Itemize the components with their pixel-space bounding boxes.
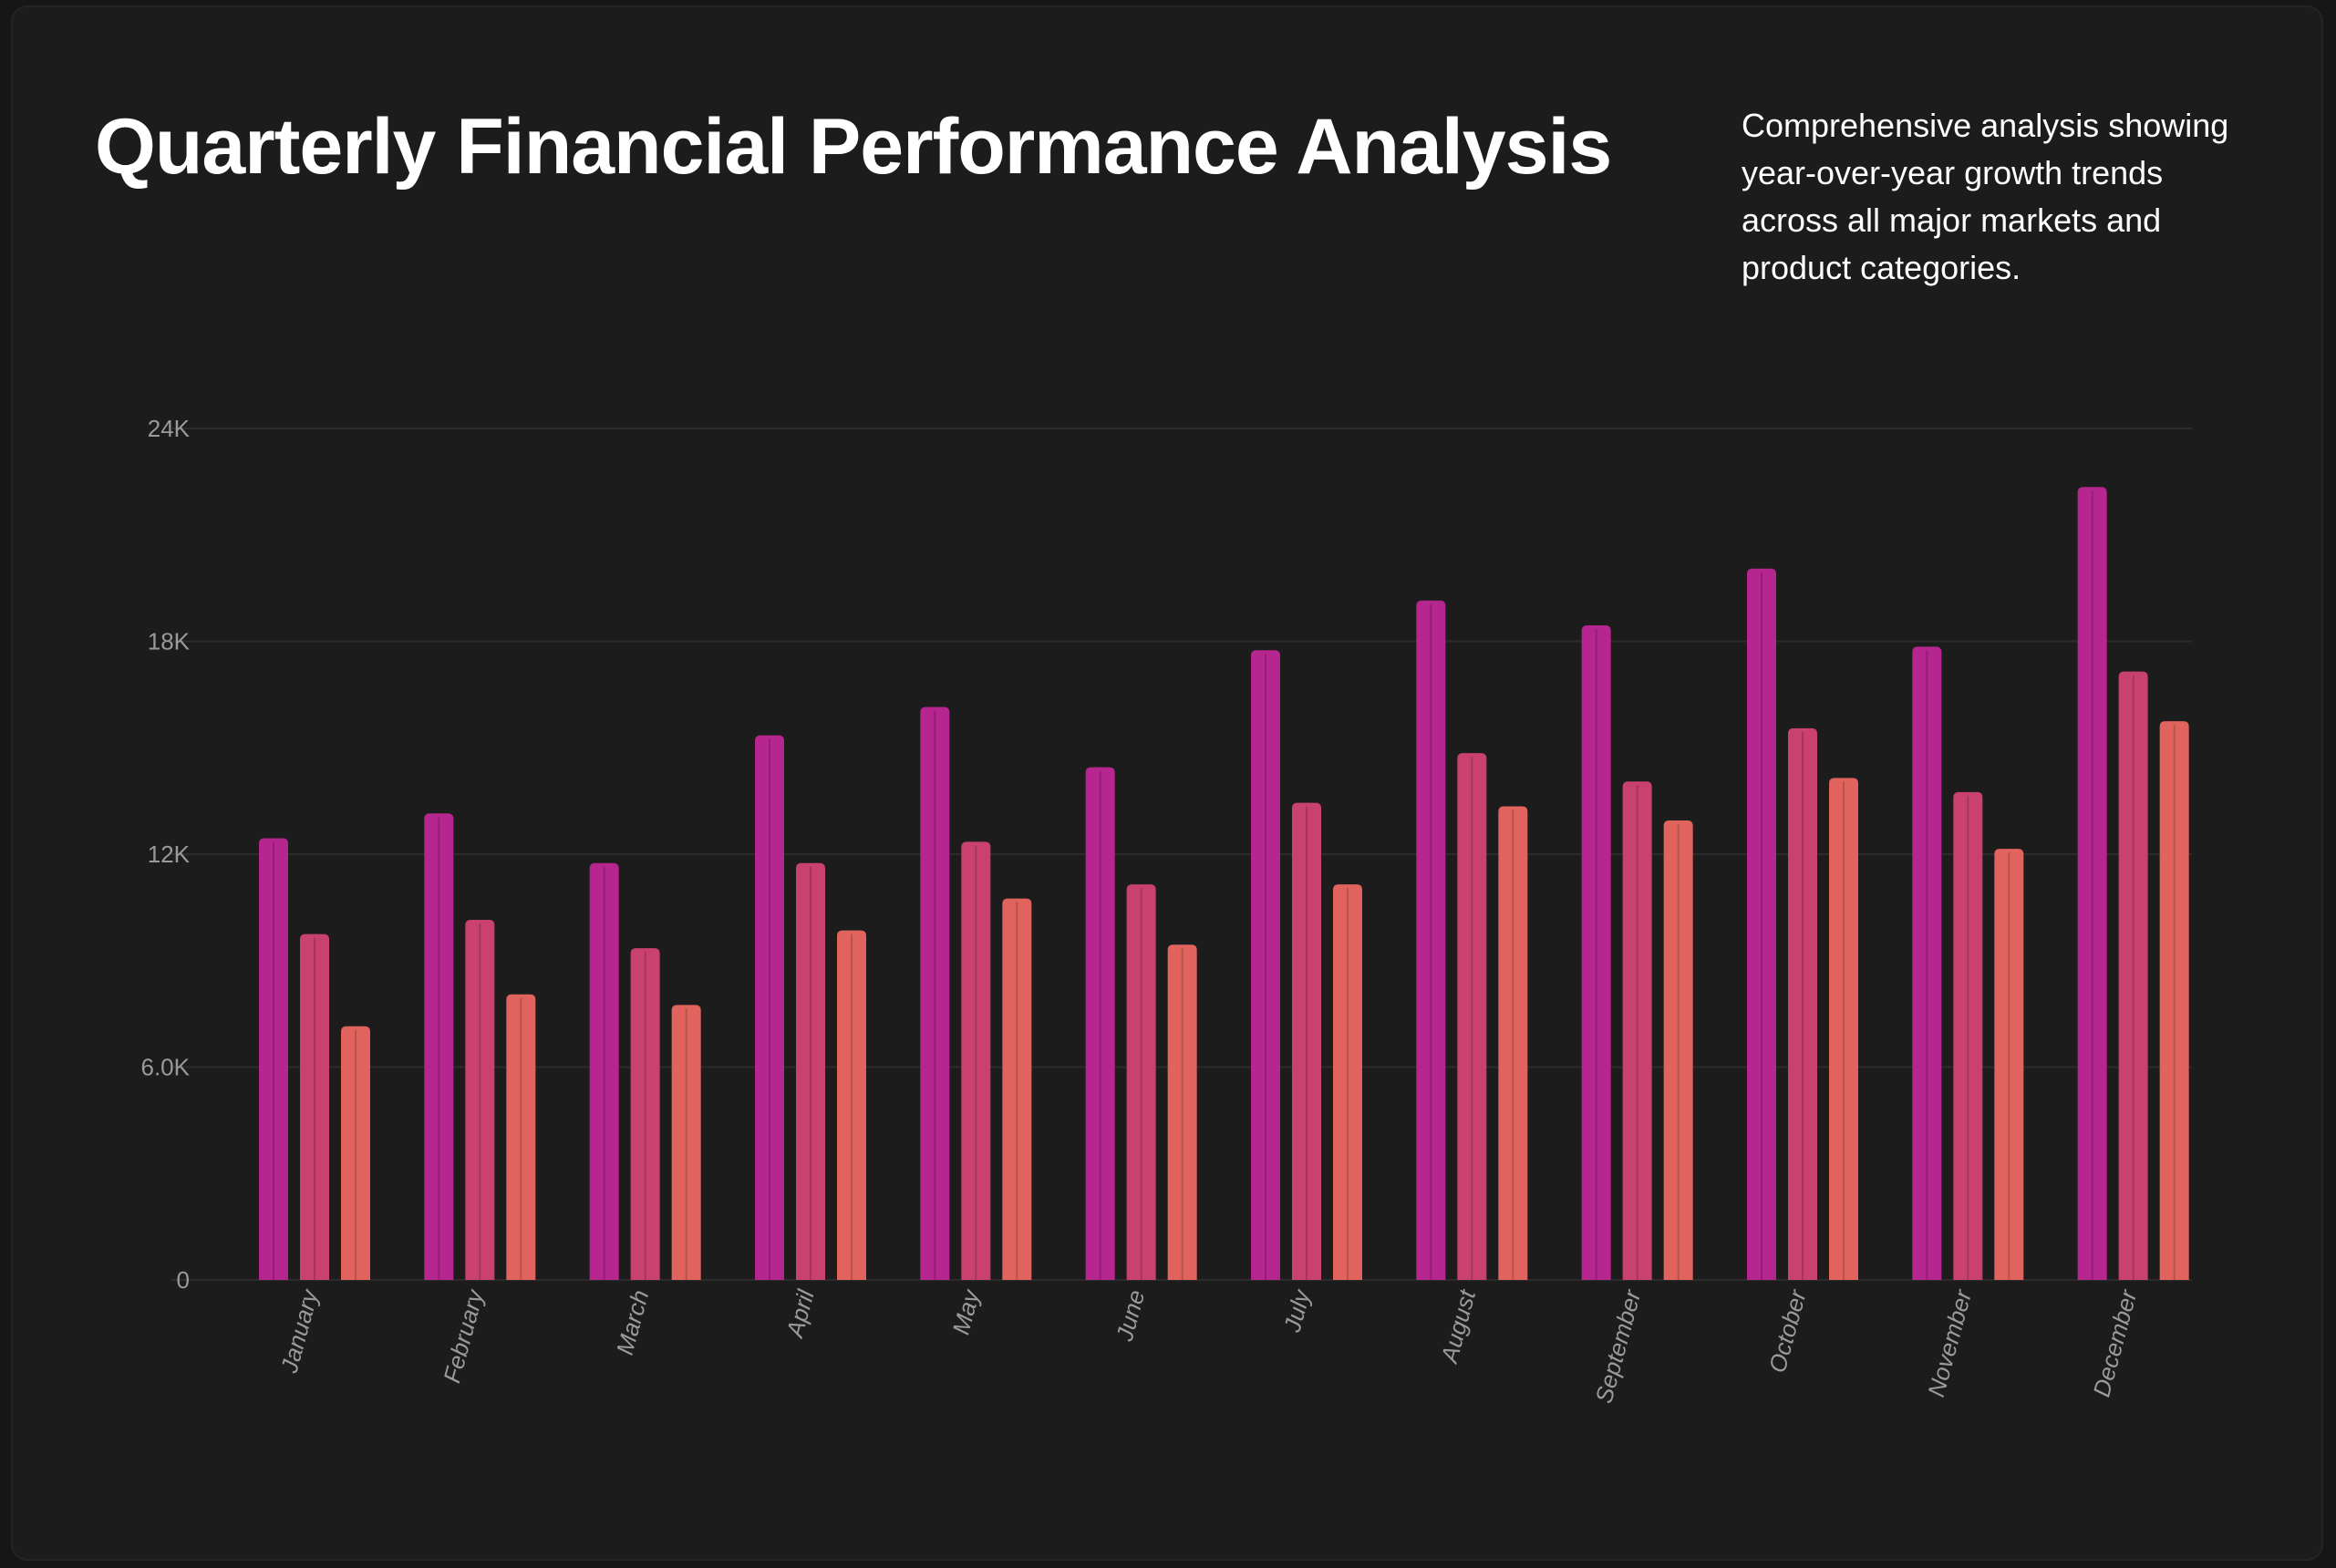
x-tick-label: February xyxy=(438,1285,489,1386)
x-axis-ticks: January February March April May June July Augu… xyxy=(275,1285,2143,1407)
bar xyxy=(506,994,536,1280)
bar xyxy=(1333,884,1362,1280)
bar xyxy=(259,838,288,1280)
bar xyxy=(1829,778,1858,1280)
x-tick-label: March xyxy=(611,1287,655,1358)
bar xyxy=(1085,767,1115,1280)
bar xyxy=(1581,624,1611,1280)
bar xyxy=(1994,849,2024,1280)
y-tick-label: 18K xyxy=(148,628,191,655)
y-tick-label: 6.0K xyxy=(141,1054,191,1081)
bar xyxy=(1747,568,1776,1280)
x-tick-label: June xyxy=(1111,1287,1151,1345)
x-tick-label: July xyxy=(1278,1285,1317,1336)
bar xyxy=(920,707,950,1280)
bars xyxy=(259,487,2189,1280)
bar xyxy=(1292,802,1321,1280)
bar xyxy=(424,813,454,1280)
bar xyxy=(630,948,660,1280)
chart-title: Quarterly Financial Performance Analysis xyxy=(95,103,1612,191)
x-tick-label: August xyxy=(1435,1285,1482,1367)
bar xyxy=(589,862,619,1280)
y-tick-label: 0 xyxy=(177,1266,190,1294)
bar xyxy=(1498,806,1528,1280)
bar xyxy=(2077,487,2107,1280)
bar xyxy=(1002,898,1032,1280)
bar xyxy=(1126,884,1156,1280)
bar xyxy=(1251,650,1280,1280)
x-tick-label: October xyxy=(1763,1286,1812,1376)
bar xyxy=(1167,944,1197,1280)
bar xyxy=(465,919,495,1280)
x-tick-label: September xyxy=(1590,1285,1647,1406)
bar xyxy=(837,930,866,1280)
x-tick-label: April xyxy=(780,1286,820,1342)
bar xyxy=(341,1026,370,1280)
y-axis-ticks: 0 6.0K 12K 18K 24K xyxy=(141,415,191,1294)
bar xyxy=(755,735,784,1280)
chart-subtitle: Comprehensive analysis showing year-over… xyxy=(1742,107,2229,286)
x-tick-label: January xyxy=(275,1285,325,1377)
y-tick-label: 12K xyxy=(148,841,191,868)
bar xyxy=(2118,671,2148,1280)
bar xyxy=(1953,791,1983,1280)
bar xyxy=(1912,646,1942,1280)
bar xyxy=(1788,727,1817,1280)
y-tick-label: 24K xyxy=(148,415,191,442)
bar xyxy=(1663,820,1693,1280)
bar xyxy=(1622,781,1652,1280)
bar xyxy=(796,862,825,1280)
x-tick-label: May xyxy=(946,1285,985,1337)
bar xyxy=(1457,753,1487,1280)
bar xyxy=(1416,600,1446,1280)
x-tick-label: November xyxy=(1922,1285,1977,1399)
bar xyxy=(961,841,991,1280)
bar xyxy=(671,1005,701,1280)
bar xyxy=(300,934,329,1280)
bar xyxy=(2159,721,2189,1280)
x-tick-label: December xyxy=(2087,1285,2142,1399)
